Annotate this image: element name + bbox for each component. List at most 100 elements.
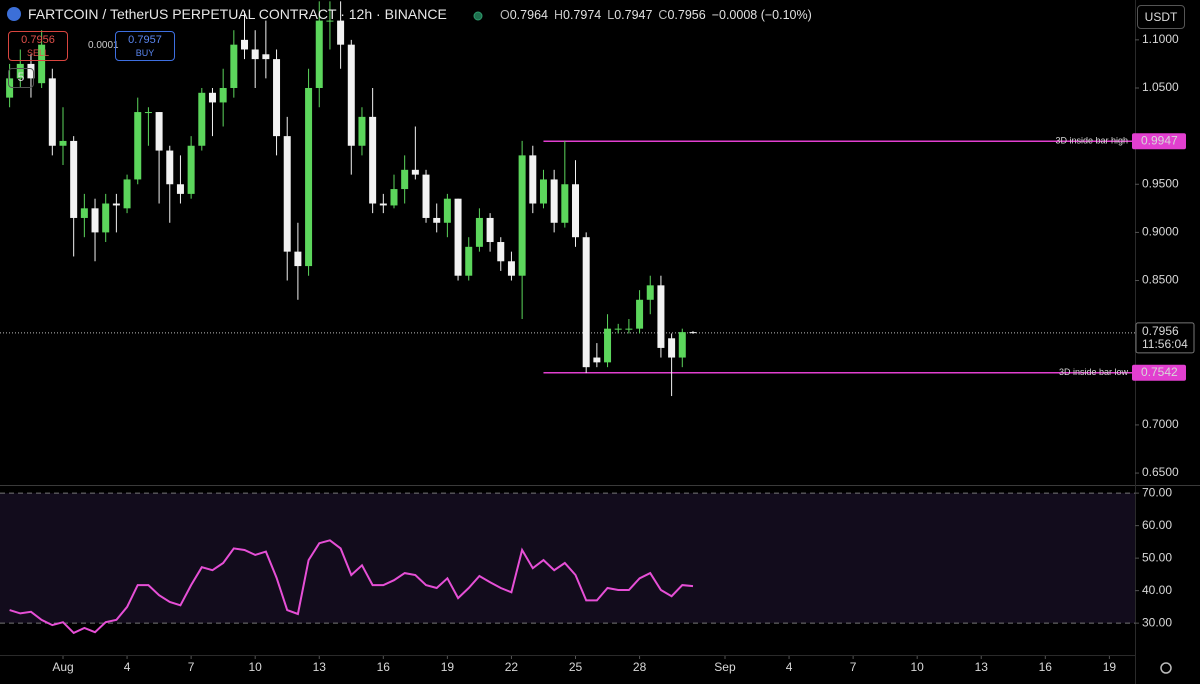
candle-body (604, 328, 612, 363)
x-tick-label: 4 (786, 660, 793, 674)
x-tick-label: 19 (1103, 660, 1117, 674)
currency-selector[interactable]: USDT (1137, 5, 1185, 29)
ohlc-value: 0.7956 (667, 8, 706, 22)
candle-body (465, 246, 473, 276)
y-tick-label: 0.8500 (1142, 273, 1179, 287)
candle-body (6, 78, 14, 98)
y-tick-label: 1.1000 (1142, 32, 1179, 46)
candle-body (251, 49, 259, 60)
header: FARTCOIN / TetherUS PERPETUAL CONTRACT ·… (28, 6, 447, 22)
buy-button[interactable]: 0.7957 BUY (115, 31, 175, 61)
sell-label: SELL (26, 48, 50, 58)
y-tick-label: 70.00 (1142, 485, 1172, 499)
candle-body (208, 92, 216, 103)
level-value-label: 0.9947 (1141, 133, 1178, 147)
candle-body (134, 112, 142, 180)
candle-body (102, 203, 110, 233)
sell-button[interactable]: 0.7956 SELL (8, 31, 68, 61)
x-tick-label: 13 (313, 660, 327, 674)
x-tick-label: 16 (1039, 660, 1053, 674)
settings-icon[interactable] (1160, 662, 1172, 674)
buy-label: BUY (135, 48, 155, 58)
candle-body (123, 179, 131, 209)
buy-price: 0.7957 (128, 34, 162, 46)
candle-body (689, 332, 697, 334)
y-tick-label: 0.6500 (1142, 465, 1179, 479)
y-tick-label: 0.7000 (1142, 417, 1179, 431)
candle-body (48, 78, 56, 146)
y-tick-label: 1.0500 (1142, 80, 1179, 94)
x-tick-label: Aug (52, 660, 73, 674)
candle-body (678, 332, 686, 358)
rsi-band (0, 493, 1135, 624)
candle-body (657, 285, 665, 348)
candle-body (443, 198, 451, 223)
candle-body (315, 20, 323, 88)
y-tick-label: 30.00 (1142, 615, 1172, 629)
candle-body (539, 179, 547, 204)
candle-body (422, 174, 430, 218)
candle-body (454, 198, 462, 276)
candle-body (283, 136, 291, 252)
candle-body (91, 208, 99, 233)
y-tick-label: 60.00 (1142, 518, 1172, 532)
candle-body (668, 338, 676, 358)
sell-price: 0.7956 (21, 34, 55, 46)
candle-body (390, 189, 398, 206)
x-tick-label: 25 (569, 660, 583, 674)
ohlc-value: 0.7947 (614, 8, 653, 22)
candle-body (155, 112, 163, 151)
x-tick-label: 4 (124, 660, 131, 674)
candle-body (646, 285, 654, 300)
candle-body (16, 63, 24, 79)
level-label: 3D inside bar low (1059, 367, 1129, 377)
ohlc-value: 0.7974 (563, 8, 602, 22)
ohlc-key: C (658, 8, 668, 22)
level-value-box (1132, 364, 1186, 381)
status-dot (473, 11, 483, 21)
candle-body (401, 169, 409, 190)
x-tick-label: 10 (911, 660, 925, 674)
candle-body (219, 87, 227, 103)
candle-body (59, 140, 67, 146)
y-tick-label: 0.9500 (1142, 176, 1179, 190)
candle-body (241, 39, 249, 50)
x-tick-label: 22 (505, 660, 519, 674)
candle-body (326, 20, 334, 22)
current-price-label: 0.7956 (1142, 324, 1179, 338)
candle-body (176, 184, 184, 194)
candle-body (507, 261, 515, 276)
ohlc-key: L (607, 8, 615, 22)
y-tick-label: 50.00 (1142, 550, 1172, 564)
x-tick-label: 13 (975, 660, 989, 674)
candle-body (305, 87, 313, 267)
current-price-box (1135, 322, 1195, 354)
candle-body (38, 44, 46, 84)
candle-body (433, 217, 441, 223)
candle-body (550, 179, 558, 223)
candle-body (187, 145, 195, 194)
spread: 0.0001 (88, 40, 119, 51)
coin-icon (7, 7, 21, 21)
candle-body (411, 169, 419, 175)
rsi-line (9, 539, 694, 635)
candle-body (625, 328, 633, 330)
symbol-title: FARTCOIN / TetherUS PERPETUAL CONTRACT ·… (28, 6, 447, 22)
candle-body (475, 217, 483, 247)
candle-body (262, 54, 270, 60)
indicator-count[interactable]: 5 (8, 68, 34, 88)
candle-body (518, 155, 526, 276)
candle-body (561, 184, 569, 223)
candle-body (70, 140, 78, 218)
level-label: 3D inside bar high (1055, 136, 1128, 146)
x-tick-label: 7 (850, 660, 857, 674)
candle-body (572, 184, 580, 238)
x-tick-label: 10 (249, 660, 263, 674)
candle-body (497, 242, 505, 262)
candle-body (347, 44, 355, 146)
candle-body (166, 150, 174, 185)
x-tick-label: 28 (633, 660, 647, 674)
level-value-label: 0.7542 (1141, 365, 1178, 379)
